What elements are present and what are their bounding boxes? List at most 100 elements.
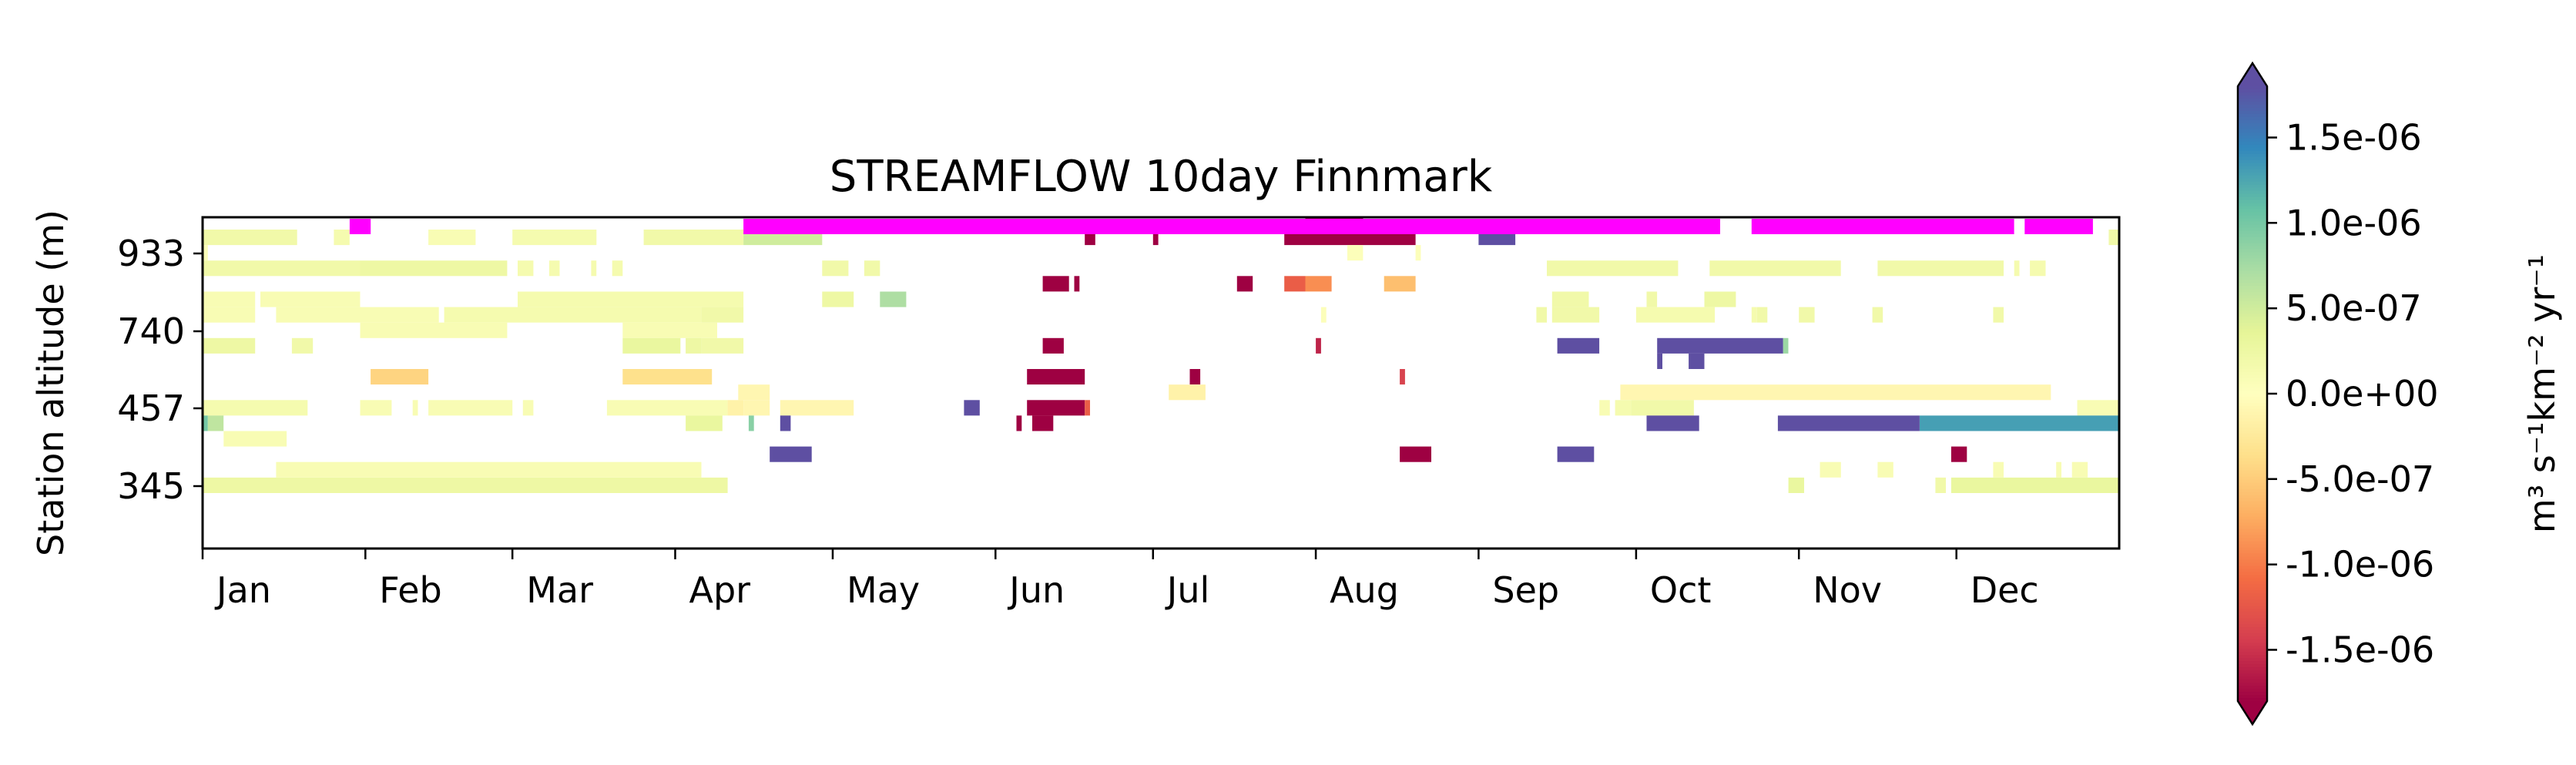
heatmap-cell (1646, 291, 1658, 307)
colorbar-gradient-step (2238, 504, 2267, 508)
colorbar-tick-label: 5.0e-07 (2286, 287, 2422, 329)
colorbar-gradient-step (2238, 464, 2267, 468)
heatmap-cell (880, 291, 907, 307)
colorbar-gradient-step (2238, 455, 2267, 459)
colorbar-gradient-step (2238, 233, 2267, 238)
colorbar-gradient-step (2238, 433, 2267, 438)
colorbar-tick-label: -1.5e-06 (2286, 629, 2434, 671)
colorbar-gradient-step (2238, 461, 2267, 465)
heatmap-cell (701, 337, 744, 354)
colorbar-gradient-step (2238, 590, 2267, 594)
heatmap-cell (1027, 400, 1085, 416)
heatmap-cell (1872, 307, 1883, 323)
heatmap-cell (1704, 291, 1736, 307)
colorbar-gradient-step (2238, 289, 2267, 293)
heatmap-cells (203, 217, 2119, 493)
heatmap-cell (334, 230, 350, 246)
colorbar-gradient-step (2238, 476, 2267, 481)
heatmap-cell (1284, 276, 1306, 292)
colorbar-gradient-step (2238, 110, 2267, 115)
colorbar-gradient-step (2238, 304, 2267, 308)
colorbar-gradient-step (2238, 661, 2267, 665)
heatmap-cell (207, 415, 224, 431)
heatmap-cell (1042, 337, 1064, 354)
colorbar-gradient-step (2238, 692, 2267, 696)
colorbar-gradient-step (2238, 132, 2267, 136)
colorbar-gradient-step (2238, 156, 2267, 161)
colorbar-gradient-step (2238, 227, 2267, 232)
heatmap-cell (738, 384, 770, 401)
heatmap-cell (276, 307, 439, 323)
x-tick-label: Aug (1330, 569, 1399, 611)
heatmap-cell (1631, 400, 1694, 416)
colorbar-gradient-step (2238, 683, 2267, 686)
y-tick-label: 457 (117, 388, 185, 429)
colorbar-gradient-step (2238, 559, 2267, 564)
colorbar-gradient-step (2238, 501, 2267, 505)
colorbar-gradient-step (2238, 673, 2267, 677)
heatmap-cell (701, 307, 744, 323)
heatmap-cell (428, 400, 513, 416)
colorbar-gradient-step (2238, 615, 2267, 619)
x-tick-label: Mar (526, 569, 593, 611)
colorbar-gradient-step (2238, 206, 2267, 210)
colorbar-gradient-step (2238, 593, 2267, 597)
colorbar-gradient-step (2238, 221, 2267, 226)
heatmap-cell (864, 260, 880, 277)
colorbar-gradient-step (2238, 664, 2267, 668)
heatmap-cell (822, 291, 854, 307)
heatmap-cell (428, 230, 476, 246)
colorbar-gradient-step (2238, 467, 2267, 471)
heatmap-cell (743, 400, 770, 416)
colorbar-gradient-step (2238, 448, 2267, 453)
heatmap-cell (1016, 415, 1022, 431)
colorbar-gradient-step (2238, 230, 2267, 235)
colorbar-gradient-step (2238, 621, 2267, 625)
heatmap-cell (1657, 337, 1783, 354)
colorbar-gradient-step (2238, 424, 2267, 428)
colorbar-gradient-step (2238, 270, 2267, 274)
colorbar-gradient-step (2238, 277, 2267, 280)
colorbar-gradient-step (2238, 402, 2267, 407)
colorbar-gradient-step (2238, 618, 2267, 622)
colorbar-gradient-step (2238, 169, 2267, 173)
heatmap-cell (780, 415, 791, 431)
colorbar-gradient-step (2238, 351, 2267, 354)
colorbar-gradient-step (2238, 329, 2267, 333)
colorbar-gradient-step (2238, 689, 2267, 693)
colorbar-gradient-step (2238, 203, 2267, 207)
colorbar-gradient-step (2238, 538, 2267, 542)
heatmap-cell (1316, 337, 1321, 354)
colorbar-gradient-step (2238, 643, 2267, 646)
heatmap-cell (1783, 337, 1789, 354)
heatmap-cell (1305, 276, 1332, 292)
heatmap-cell (1799, 307, 1815, 323)
colorbar-gradient-step (2238, 357, 2267, 361)
heatmap-cell (1400, 446, 1431, 462)
colorbar-tick-label: 0.0e+00 (2286, 373, 2439, 414)
colorbar-gradient-step (2238, 283, 2267, 287)
colorbar-extend-min (2238, 701, 2267, 724)
colorbar-gradient-step (2238, 298, 2267, 302)
heatmap-cell (2056, 461, 2061, 478)
colorbar-gradient-step (2238, 101, 2267, 106)
heatmap-cell (1551, 291, 1589, 307)
colorbar-gradient-step (2238, 163, 2267, 167)
heatmap-cell (444, 307, 702, 323)
heatmap-cell (622, 369, 713, 385)
heatmap-cell (2014, 260, 2020, 277)
heatmap-cell (591, 260, 597, 277)
colorbar-gradient-step (2238, 470, 2267, 475)
heatmap-cell (203, 415, 208, 431)
heatmap-cell (686, 415, 723, 431)
colorbar-gradient-step (2238, 375, 2267, 379)
colorbar-gradient-step (2238, 381, 2267, 385)
colorbar-gradient-step (2238, 473, 2267, 478)
colorbar-gradient-step (2238, 541, 2267, 545)
heatmap-cell (203, 307, 256, 323)
colorbar-gradient-step (2238, 218, 2267, 223)
heatmap-cell (1557, 446, 1595, 462)
heatmap-cell (1950, 446, 1967, 462)
colorbar-gradient-step (2238, 129, 2267, 133)
heatmap-cell (2077, 400, 2119, 416)
